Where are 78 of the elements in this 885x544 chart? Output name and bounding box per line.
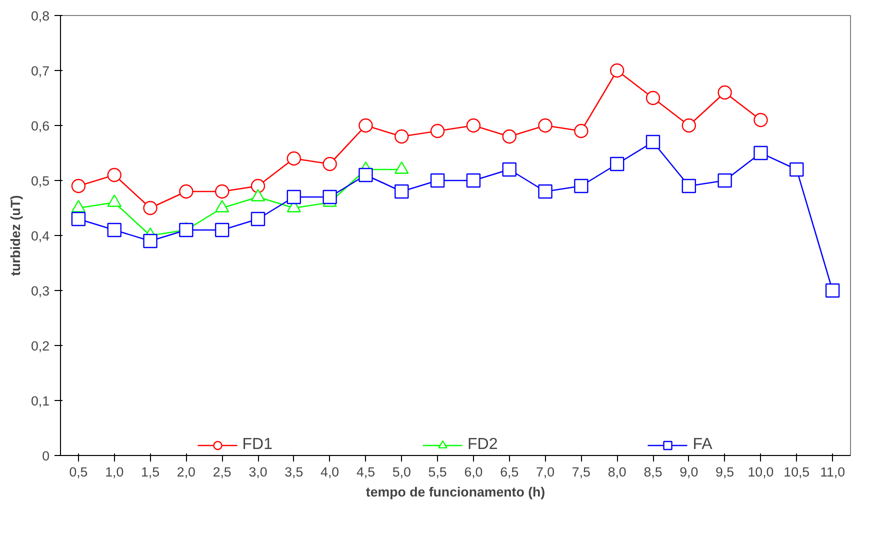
point bbox=[825, 283, 840, 298]
x-tick-label: 1,5 bbox=[141, 464, 160, 480]
x-tick-label: 2,5 bbox=[212, 464, 232, 480]
point bbox=[250, 178, 266, 194]
y-tick-label: 0,3 bbox=[30, 284, 50, 298]
x-tick-label: 6,0 bbox=[464, 464, 483, 480]
point bbox=[718, 85, 732, 100]
point bbox=[107, 168, 122, 182]
point bbox=[790, 162, 804, 177]
point bbox=[322, 156, 337, 172]
x-tick-label: 6,5 bbox=[500, 464, 519, 480]
point bbox=[754, 112, 768, 128]
x-axis-title: tempo de funcionamento (h) bbox=[366, 484, 546, 500]
point bbox=[179, 184, 194, 199]
point bbox=[214, 184, 230, 199]
legend-label: FA bbox=[692, 436, 713, 454]
x-tick-label: 8,5 bbox=[644, 464, 662, 480]
y-tick-label: 0,1 bbox=[30, 394, 50, 408]
point bbox=[718, 173, 732, 188]
point bbox=[610, 63, 624, 78]
x-tick-label: 4,0 bbox=[320, 464, 340, 480]
point bbox=[179, 222, 194, 238]
x-tick-label: 5,0 bbox=[392, 464, 411, 480]
x-tick-label: 0,5 bbox=[69, 464, 88, 480]
point bbox=[143, 234, 158, 248]
x-tick-label: 7,0 bbox=[536, 464, 555, 480]
point bbox=[754, 146, 768, 160]
x-tick-label: 9,0 bbox=[680, 464, 698, 480]
x-tick-label: 7,5 bbox=[572, 464, 590, 480]
point bbox=[286, 190, 302, 204]
x-tick-label: 4,5 bbox=[356, 464, 375, 480]
point bbox=[358, 118, 373, 133]
point bbox=[143, 200, 158, 216]
x-tick-label: 9,5 bbox=[716, 464, 734, 480]
point bbox=[430, 124, 445, 138]
point bbox=[502, 129, 516, 144]
x-tick-label: 10,0 bbox=[748, 464, 774, 480]
point bbox=[250, 212, 266, 226]
point bbox=[538, 118, 552, 133]
legend-label: FD1 bbox=[242, 436, 272, 454]
y-tick-label: 0,5 bbox=[30, 174, 50, 188]
x-tick-label: 2,0 bbox=[176, 464, 196, 480]
point bbox=[322, 190, 337, 204]
x-tick-label: 1,0 bbox=[105, 464, 124, 480]
point bbox=[538, 184, 552, 199]
point bbox=[394, 184, 409, 199]
y-tick-label: 0 bbox=[42, 448, 50, 464]
point bbox=[430, 173, 445, 188]
point bbox=[107, 222, 122, 238]
point bbox=[466, 118, 481, 133]
point bbox=[466, 173, 481, 188]
y-tick-label: 0,4 bbox=[30, 228, 50, 244]
x-tick-label: 3,0 bbox=[248, 464, 268, 480]
y-tick-label: 0,7 bbox=[30, 64, 50, 78]
point bbox=[502, 162, 516, 177]
y-tick-label: 0,8 bbox=[30, 8, 50, 24]
point bbox=[682, 118, 696, 133]
point bbox=[646, 90, 660, 106]
x-tick-label: 10,5 bbox=[784, 464, 810, 480]
y-tick-label: 0,2 bbox=[30, 338, 50, 354]
point bbox=[358, 168, 373, 182]
point bbox=[574, 178, 588, 194]
x-tick-label: 5,5 bbox=[428, 464, 447, 480]
y-axis-title: turbidez (uT) bbox=[8, 195, 23, 276]
point bbox=[646, 134, 660, 150]
x-tick-label: 3,5 bbox=[284, 464, 304, 480]
point bbox=[214, 222, 230, 238]
point bbox=[71, 178, 86, 194]
y-tick-label: 0,6 bbox=[30, 118, 50, 134]
point bbox=[610, 156, 624, 172]
point bbox=[286, 151, 302, 166]
point bbox=[682, 178, 696, 194]
legend-label: FD2 bbox=[468, 436, 498, 454]
point bbox=[394, 129, 409, 144]
x-tick-label: 8,0 bbox=[608, 464, 626, 480]
point bbox=[71, 212, 86, 226]
x-tick-label: 11,0 bbox=[820, 464, 846, 480]
point bbox=[574, 124, 588, 138]
